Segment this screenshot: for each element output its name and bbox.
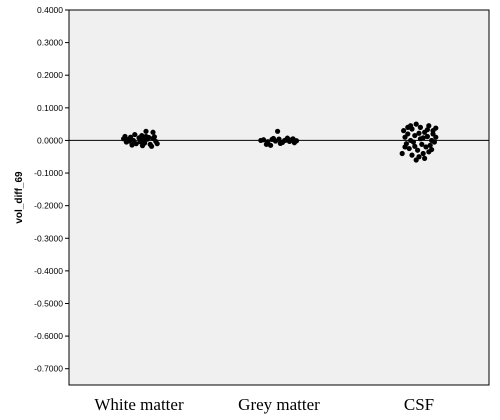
data-point — [412, 132, 418, 139]
data-point — [415, 147, 421, 153]
data-point — [419, 141, 425, 147]
x-category-label: Grey matter — [238, 395, 320, 414]
y-tick-label: -0.5000 — [34, 298, 63, 308]
data-point — [154, 141, 160, 147]
y-tick-label: -0.3000 — [34, 233, 63, 243]
data-point — [408, 123, 414, 129]
data-point — [263, 141, 269, 147]
data-point — [422, 155, 428, 161]
data-point — [399, 150, 405, 157]
y-axis-title: vol_diff_69 — [14, 171, 25, 224]
y-axis-ticks: 0.4000 0.3000 0.2000 0.1000 0.0000 -0.1000 -0.… — [34, 5, 69, 374]
data-point — [412, 143, 418, 149]
data-point — [423, 144, 429, 150]
y-tick-label: -0.2000 — [34, 201, 63, 211]
y-tick-label: -0.6000 — [34, 331, 63, 341]
data-point — [410, 139, 416, 145]
data-point — [149, 143, 155, 149]
data-point — [140, 136, 146, 143]
data-point — [433, 125, 439, 131]
data-point — [401, 128, 407, 134]
data-point — [277, 140, 283, 146]
data-point — [433, 134, 439, 140]
data-point — [429, 146, 435, 153]
x-category-label: CSF — [404, 395, 434, 414]
data-point — [413, 157, 419, 163]
data-point — [133, 141, 139, 147]
x-axis-category-labels: White matter Grey matter CSF — [94, 395, 434, 414]
data-points — [121, 121, 439, 163]
y-tick-label: -0.4000 — [34, 266, 63, 276]
data-point — [420, 150, 426, 157]
data-point — [150, 129, 156, 135]
data-point — [139, 143, 146, 149]
data-point — [431, 139, 437, 145]
data-point — [426, 123, 432, 129]
data-point — [427, 142, 433, 148]
data-point — [402, 134, 408, 140]
data-point — [417, 124, 423, 130]
data-point — [416, 130, 422, 136]
data-point — [417, 136, 423, 142]
data-point — [409, 152, 415, 158]
data-point — [275, 128, 281, 134]
y-tick-label: 0.2000 — [37, 70, 63, 80]
data-point — [143, 128, 149, 134]
data-point — [146, 134, 152, 141]
data-point — [268, 142, 274, 148]
data-point — [402, 144, 408, 150]
data-point — [125, 137, 131, 143]
data-point — [151, 134, 157, 140]
y-tick-label: 0.4000 — [37, 5, 63, 15]
plot-area — [68, 9, 490, 386]
data-point — [424, 133, 430, 140]
data-point — [424, 127, 430, 133]
y-tick-label: 0.1000 — [37, 103, 63, 113]
y-tick-label: -0.1000 — [34, 168, 63, 178]
data-point — [413, 121, 419, 127]
data-point — [276, 136, 282, 142]
data-point — [258, 137, 264, 144]
data-point — [289, 137, 295, 143]
data-point — [282, 137, 288, 144]
data-point — [129, 142, 135, 148]
data-point — [139, 132, 145, 139]
x-category-label: White matter — [94, 395, 184, 414]
y-tick-label: 0.0000 — [37, 135, 63, 145]
data-point — [270, 135, 276, 142]
data-point — [406, 145, 412, 152]
y-tick-label: 0.3000 — [37, 38, 63, 48]
data-point — [132, 131, 138, 138]
y-tick-label: -0.7000 — [34, 364, 63, 374]
